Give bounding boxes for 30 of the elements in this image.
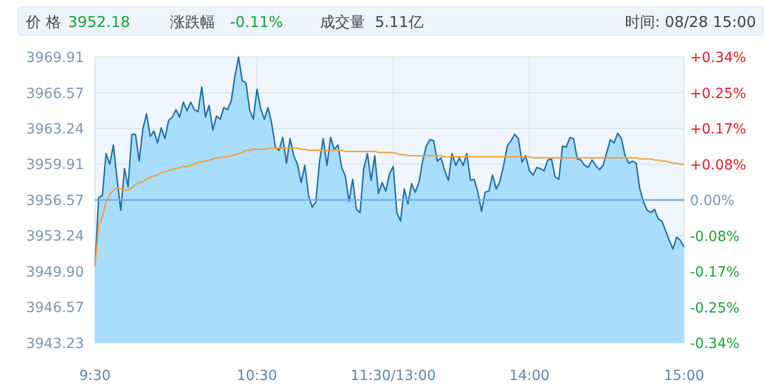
- annotation: 5.11亿: [375, 13, 424, 31]
- y2-tick-label: +0.08%: [690, 157, 746, 174]
- y-tick-label: 3956.57: [26, 193, 84, 209]
- annotation: -0.11%: [230, 13, 284, 31]
- y-tick-label: 3953.24: [26, 228, 84, 245]
- y2-tick-label: +0.25%: [690, 86, 746, 102]
- y2-tick-label: -0.08%: [690, 228, 740, 245]
- x-tick-label: 15:00: [664, 368, 704, 384]
- x-tick-label: 14:00: [509, 368, 550, 384]
- y-tick-label: 3969.91: [26, 50, 84, 66]
- x-tick-label: 10:30: [236, 368, 278, 384]
- y2-tick-label: -0.25%: [690, 300, 740, 316]
- annotation: 时间: 08/28 15:00: [624, 13, 756, 31]
- annotation: 价 格: [26, 13, 61, 31]
- y-tick-label: 3959.91: [26, 157, 84, 174]
- y2-tick-label: +0.17%: [690, 122, 746, 138]
- y2-tick-label: +0.34%: [690, 50, 746, 66]
- x-tick-label: 9:30: [79, 368, 111, 384]
- y2-tick-label: 0.00%: [690, 193, 734, 209]
- annotation: 涨跌幅: [170, 13, 215, 31]
- y2-tick-label: -0.17%: [690, 264, 740, 280]
- y-tick-label: 3966.57: [26, 86, 84, 102]
- x-tick-label: 11:30/13:00: [350, 368, 436, 384]
- y-tick-label: 3949.90: [26, 264, 84, 280]
- y-tick-label: 3946.57: [26, 300, 84, 316]
- annotation: 成交量: [320, 13, 365, 31]
- y2-tick-label: -0.34%: [690, 336, 740, 352]
- y-tick-label: 3963.24: [26, 122, 84, 138]
- y-tick-label: 3943.23: [26, 336, 84, 352]
- annotation: 3952.18: [68, 13, 130, 31]
